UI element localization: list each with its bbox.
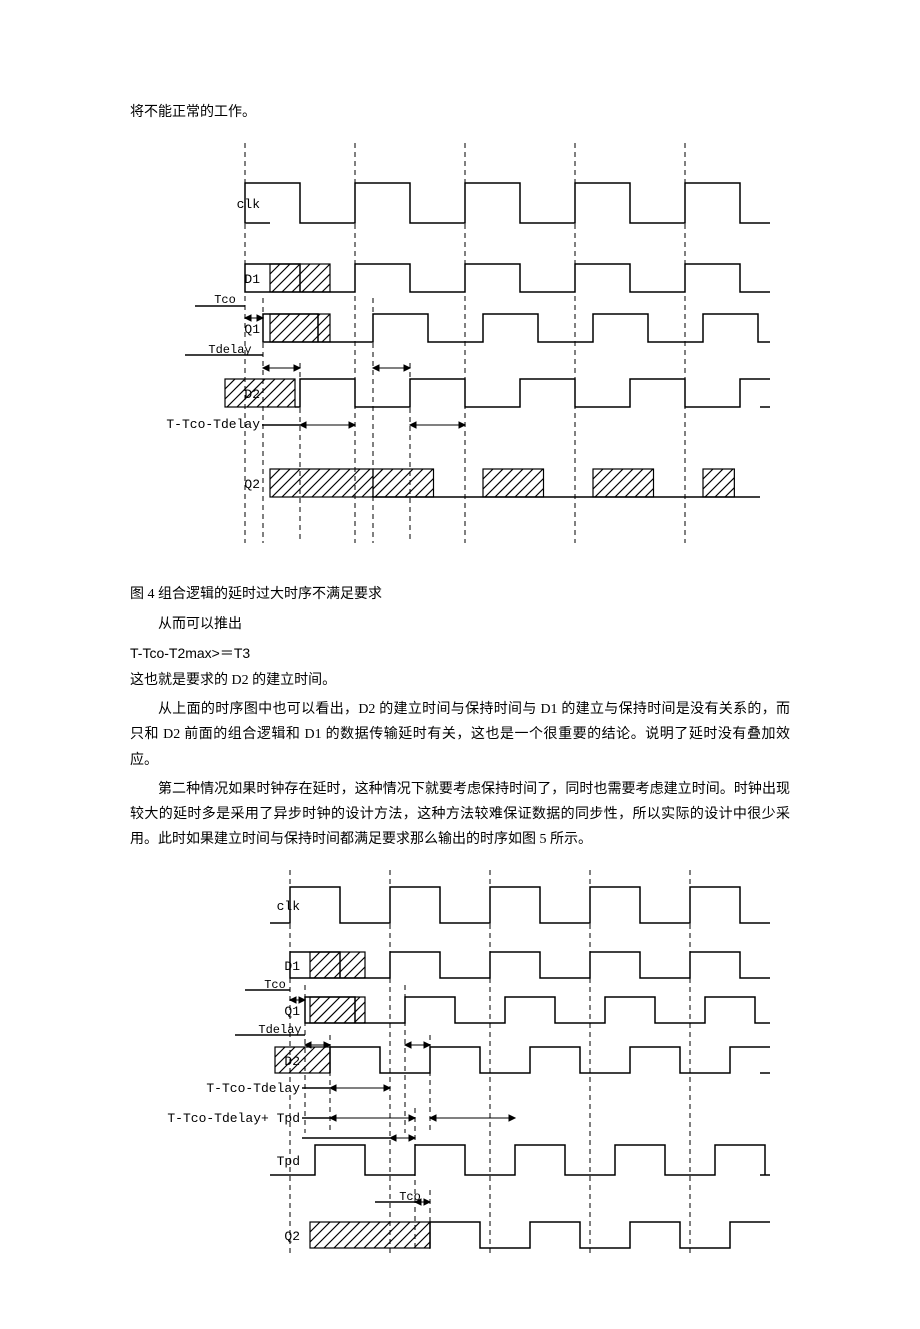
svg-text:Q2: Q2 [244, 477, 260, 492]
svg-text:D1: D1 [284, 959, 300, 974]
svg-text:clk: clk [237, 197, 261, 212]
figure-4: clkD1TcoQ1TdelayD2T-Tco-TdelayQ2 [130, 133, 790, 562]
svg-text:D2: D2 [244, 387, 260, 402]
fig4-caption: 图 4 组合逻辑的延时过大时序不满足要求 [130, 582, 790, 607]
svg-text:T-Tco-Tdelay+ Tpd: T-Tco-Tdelay+ Tpd [167, 1111, 300, 1126]
p2: 这也就是要求的 D2 的建立时间。 [130, 668, 790, 693]
svg-text:Tco: Tco [214, 293, 236, 307]
svg-text:D2: D2 [284, 1054, 300, 1069]
svg-text:Tpd: Tpd [277, 1154, 300, 1169]
p3: 从上面的时序图中也可以看出，D2 的建立时间与保持时间与 D1 的建立与保持时间… [130, 697, 790, 773]
formula: T-Tco-T2max>＝T3 [130, 641, 790, 666]
svg-text:T-Tco-Tdelay: T-Tco-Tdelay [206, 1081, 300, 1096]
intro-text: 将不能正常的工作。 [130, 100, 790, 125]
svg-text:Q1: Q1 [244, 322, 260, 337]
p4: 第二种情况如果时钟存在延时，这种情况下就要考虑保持时间了，同时也需要考虑建立时间… [130, 777, 790, 853]
svg-text:T-Tco-Tdelay: T-Tco-Tdelay [166, 417, 260, 432]
svg-text:clk: clk [277, 899, 301, 914]
svg-text:Q1: Q1 [284, 1004, 300, 1019]
fig4-svg: clkD1TcoQ1TdelayD2T-Tco-TdelayQ2 [150, 133, 770, 553]
svg-text:D1: D1 [244, 272, 260, 287]
figure-5: clkD1TcoQ1TdelayD2T-Tco-TdelayT-Tco-Tdel… [130, 860, 790, 1269]
p1: 从而可以推出 [130, 612, 790, 637]
fig5-svg: clkD1TcoQ1TdelayD2T-Tco-TdelayT-Tco-Tdel… [150, 860, 770, 1260]
svg-text:Q2: Q2 [284, 1229, 300, 1244]
